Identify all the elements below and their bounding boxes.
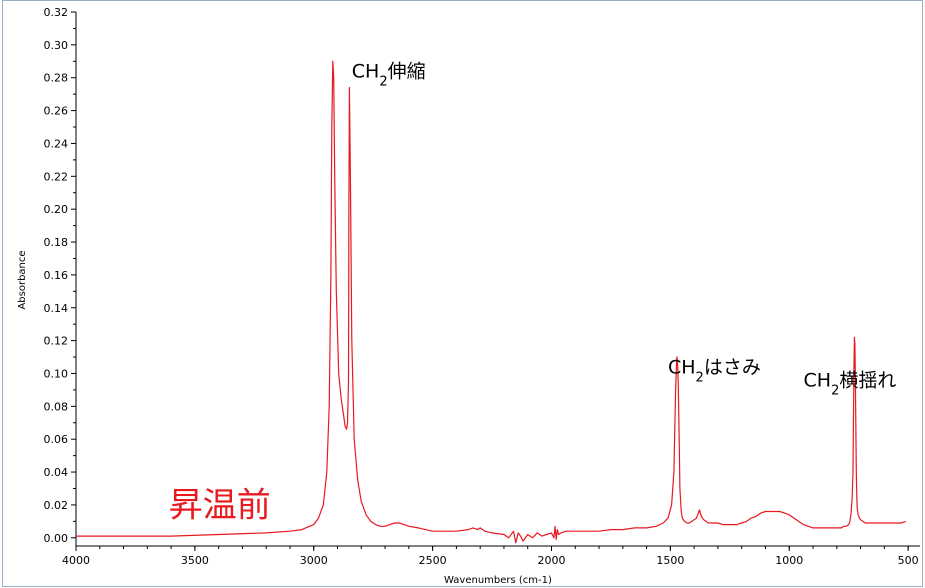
y-tick-label: 0.30 [44,39,69,52]
y-tick-label: 0.22 [44,170,69,183]
y-tick-label: 0.18 [44,236,69,249]
peak-annotation: CH2横揺れ [804,370,897,399]
x-tick-label: 4000 [62,554,90,567]
y-tick-label: 0.04 [44,466,69,479]
y-tick-label: 0.10 [44,367,69,380]
tick-layer: 0.00 0.02 0.04 0.06 0.08 0.10 0.12 0.14 0.16 0.18… [44,6,919,567]
x-tick-label: 1000 [775,554,803,567]
x-tick-label: 1500 [656,554,684,567]
y-tick-label: 0.16 [44,269,69,282]
y-tick-label: 0.20 [44,203,69,216]
y-tick-label: 0.06 [44,433,69,446]
x-tick-label: 2000 [537,554,565,567]
y-tick-label: 0.14 [44,302,69,315]
condition-label: 昇温前 [169,485,271,525]
x-axis-title: Wavenumbers (cm-1) [444,575,552,586]
x-tick-label: 3500 [181,554,209,567]
spectrum-line [76,60,906,544]
y-tick-label: 0.02 [44,499,69,512]
y-tick-label: 0.28 [44,72,69,85]
y-tick-label: 0.08 [44,400,69,413]
y-axis-title: Absorbance [17,250,28,309]
y-tick-label: 0.26 [44,105,69,118]
y-tick-label: 0.32 [44,6,69,19]
x-tick-label: 2500 [419,554,447,567]
x-tick-label: 3000 [300,554,328,567]
y-tick-label: 0.24 [44,137,69,150]
y-tick-label: 0.00 [44,532,69,545]
x-tick-label: 500 [898,554,919,567]
y-tick-label: 0.12 [44,335,69,348]
series-layer [76,60,906,544]
peak-annotation: CH2はさみ [668,356,761,385]
peak-annotation: CH2伸縮 [352,61,426,90]
